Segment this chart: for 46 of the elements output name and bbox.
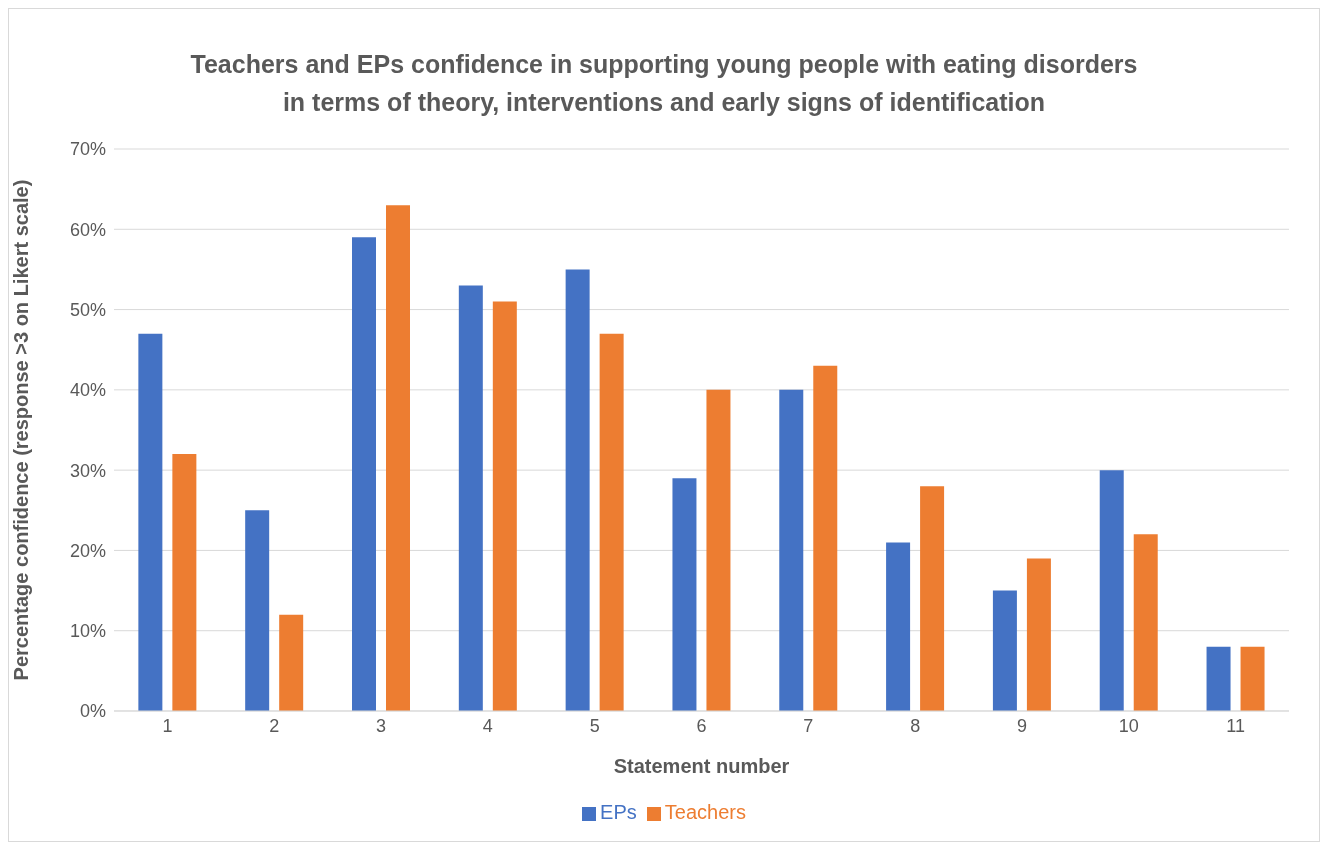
y-tick-label: 60%	[69, 219, 106, 240]
bar	[245, 510, 270, 711]
y-tick-label: 50%	[69, 299, 106, 320]
bar	[706, 389, 731, 711]
y-tick-label: 30%	[69, 460, 106, 481]
legend-label: Teachers	[664, 801, 746, 823]
bar	[672, 478, 697, 711]
bar	[138, 333, 163, 711]
y-tick-label: 70%	[69, 139, 106, 160]
bar	[992, 590, 1017, 711]
bar	[1026, 558, 1051, 711]
bar	[1240, 646, 1265, 711]
x-tick-label: 7	[803, 715, 814, 736]
x-tick-label: 8	[910, 715, 921, 736]
bar	[886, 542, 911, 711]
bar	[1099, 470, 1124, 711]
x-tick-label: 3	[376, 715, 387, 736]
bar	[779, 389, 804, 711]
chart-title: Teachers and EPs confidence in supporting young people with eating disorders in terms of theory, interventions and early signs of identification	[189, 49, 1139, 118]
x-tick-label: 10	[1118, 715, 1139, 736]
x-tick-label: 4	[482, 715, 493, 736]
y-tick-label: 40%	[69, 380, 106, 401]
y-tick-label: 0%	[79, 701, 106, 722]
y-tick-label: 20%	[69, 540, 106, 561]
bar	[352, 237, 376, 711]
x-tick-label: 5	[589, 715, 600, 736]
bar	[920, 486, 945, 711]
bar	[386, 205, 410, 711]
bar	[458, 285, 483, 711]
bar	[599, 333, 624, 711]
bar	[813, 365, 838, 711]
x-tick-label: 11	[1226, 715, 1245, 736]
bar	[565, 269, 590, 711]
bar	[172, 454, 197, 711]
bar	[1133, 534, 1158, 711]
x-tick-label: 1	[162, 715, 173, 736]
bar	[1206, 646, 1231, 711]
bar	[492, 301, 517, 711]
x-axis-title: Statement number	[613, 755, 790, 777]
x-tick-label: 6	[696, 715, 707, 736]
y-axis-title: Percentage confidence (response >3 on Likert scale)	[10, 179, 33, 681]
x-tick-label: 9	[1016, 715, 1027, 736]
x-tick-label: 2	[269, 715, 280, 736]
y-tick-label: 10%	[69, 621, 106, 642]
legend-label: EPs	[600, 801, 637, 823]
bar	[279, 614, 304, 711]
